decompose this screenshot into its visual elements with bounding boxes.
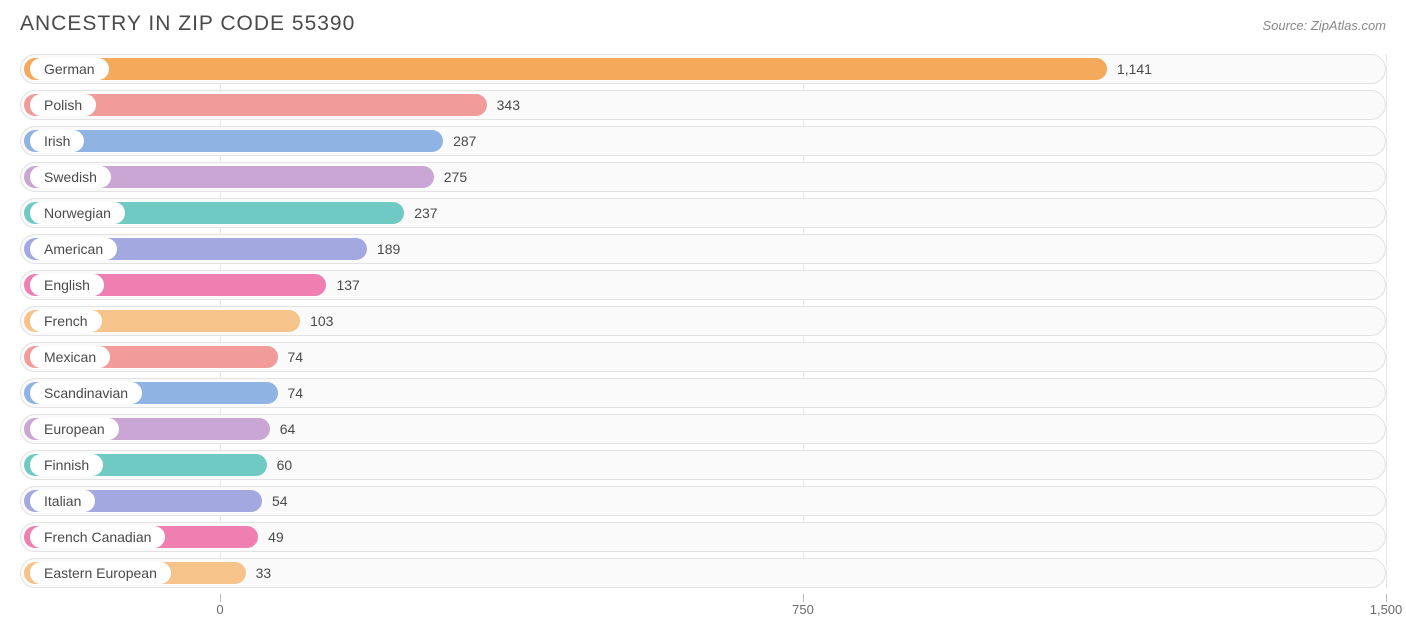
axis-tick-label: 1,500	[1370, 602, 1403, 617]
value-label: 137	[326, 270, 359, 300]
bar-row: French Canadian 49	[20, 522, 1386, 552]
chart-title: ANCESTRY IN ZIP CODE 55390	[20, 12, 355, 36]
bar-row: Scandinavian 74	[20, 378, 1386, 408]
category-label: Italian	[30, 490, 95, 512]
value-label: 343	[487, 90, 520, 120]
category-label: English	[30, 274, 104, 296]
bar	[24, 130, 443, 152]
category-label: French Canadian	[30, 526, 165, 548]
value-label: 74	[278, 342, 304, 372]
axis-tick	[1386, 594, 1387, 602]
category-label: European	[30, 418, 119, 440]
category-label: Norwegian	[30, 202, 125, 224]
category-label: Swedish	[30, 166, 111, 188]
bar-row: English 137	[20, 270, 1386, 300]
value-label: 287	[443, 126, 476, 156]
axis-tick	[803, 594, 804, 602]
chart-header: ANCESTRY IN ZIP CODE 55390 Source: ZipAt…	[20, 12, 1386, 36]
value-label: 64	[270, 414, 296, 444]
category-label: Mexican	[30, 346, 110, 368]
bar	[24, 58, 1107, 80]
category-label: Irish	[30, 130, 84, 152]
bar-row: French 103	[20, 306, 1386, 336]
bar-row: German 1,141	[20, 54, 1386, 84]
value-label: 103	[300, 306, 333, 336]
value-label: 74	[278, 378, 304, 408]
category-label: American	[30, 238, 117, 260]
bar-row: European 64	[20, 414, 1386, 444]
value-label: 275	[434, 162, 467, 192]
bar-row: American 189	[20, 234, 1386, 264]
category-label: Eastern European	[30, 562, 171, 584]
chart-source: Source: ZipAtlas.com	[1262, 18, 1386, 33]
axis-tick-label: 750	[792, 602, 814, 617]
bar-row: Irish 287	[20, 126, 1386, 156]
bar-row: Swedish 275	[20, 162, 1386, 192]
category-label: Finnish	[30, 454, 103, 476]
category-label: German	[30, 58, 109, 80]
value-label: 60	[267, 450, 293, 480]
value-label: 54	[262, 486, 288, 516]
bar-row: Italian 54	[20, 486, 1386, 516]
axis-tick	[220, 594, 221, 602]
value-label: 33	[246, 558, 272, 588]
bar-row: Mexican 74	[20, 342, 1386, 372]
category-label: Polish	[30, 94, 96, 116]
value-label: 189	[367, 234, 400, 264]
bar-row: Polish 343	[20, 90, 1386, 120]
value-label: 237	[404, 198, 437, 228]
value-label: 1,141	[1107, 54, 1152, 84]
chart-area: German 1,141 Polish 343 Irish 287 Swedish 275 No…	[20, 54, 1386, 620]
gridline	[1386, 54, 1387, 588]
axis-tick-label: 0	[216, 602, 223, 617]
bar-row: Norwegian 237	[20, 198, 1386, 228]
bar-row: Eastern European 33	[20, 558, 1386, 588]
value-label: 49	[258, 522, 284, 552]
bar-row: Finnish 60	[20, 450, 1386, 480]
x-axis: 07501,500	[20, 594, 1386, 620]
category-label: Scandinavian	[30, 382, 142, 404]
category-label: French	[30, 310, 102, 332]
